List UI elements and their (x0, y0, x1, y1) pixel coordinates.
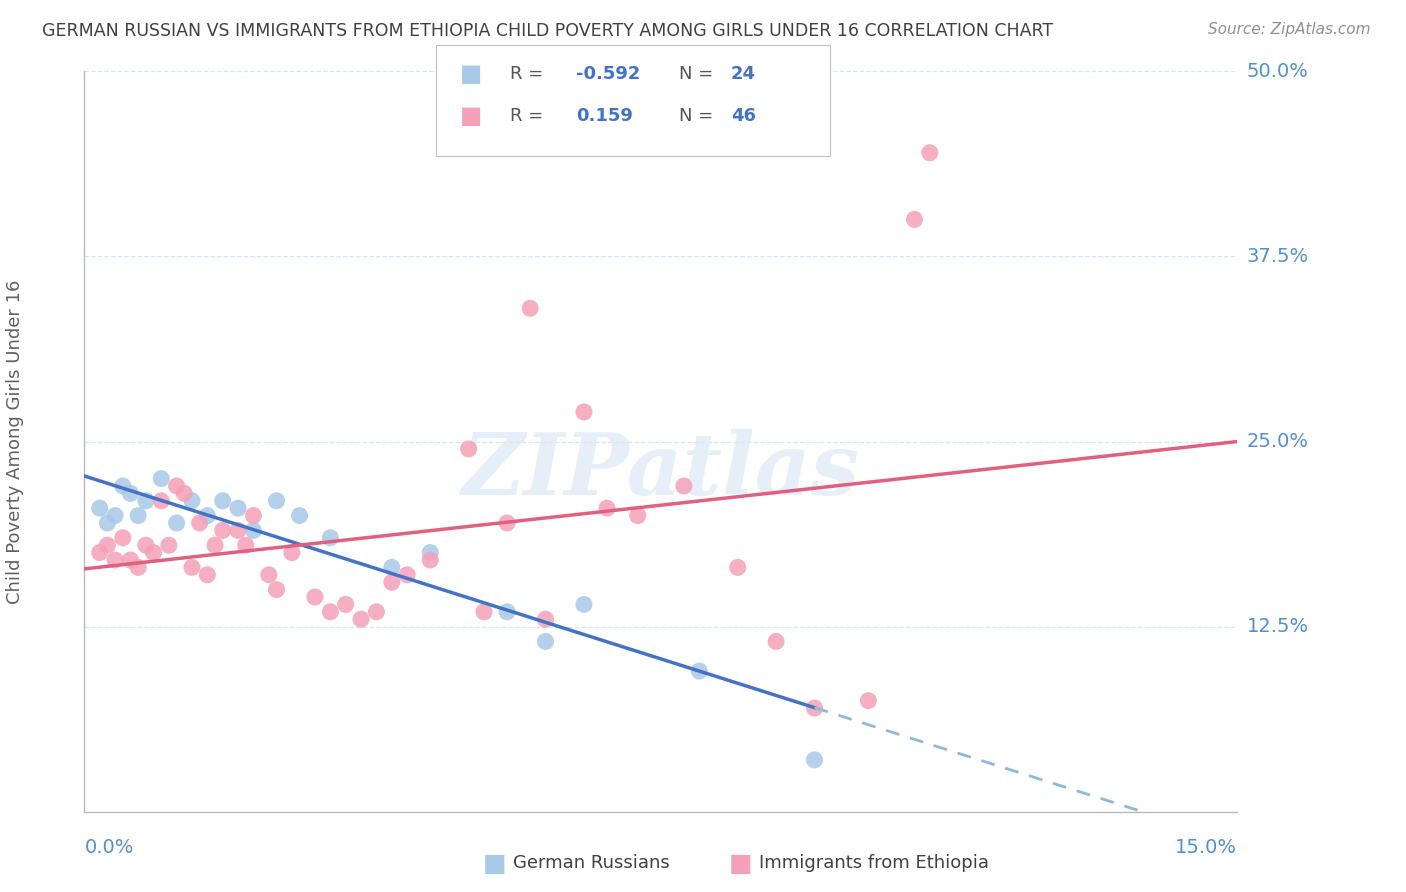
Text: 24: 24 (731, 65, 756, 83)
Text: 37.5%: 37.5% (1247, 247, 1309, 266)
Point (157, 538, 180, 552)
Point (111, 479, 134, 493)
Point (204, 538, 226, 552)
Point (127, 560, 149, 574)
Point (419, 553, 441, 567)
Point (572, 405, 595, 419)
Point (173, 486, 195, 500)
Text: 0.0%: 0.0% (84, 838, 134, 857)
Text: N =: N = (679, 65, 718, 83)
Point (104, 553, 127, 567)
Point (120, 486, 142, 500)
Point (195, 508, 218, 523)
Point (803, 753, 825, 767)
Point (672, 479, 695, 493)
Text: Child Poverty Among Girls Under 16: Child Poverty Among Girls Under 16 (6, 279, 24, 604)
Text: ZIPatlas: ZIPatlas (461, 429, 860, 513)
Point (181, 493, 204, 508)
Point (727, 560, 749, 574)
Point (266, 582, 288, 597)
Point (211, 493, 233, 508)
Text: ■: ■ (460, 104, 482, 128)
Point (211, 524, 233, 538)
Point (242, 524, 264, 538)
Point (803, 701, 825, 715)
Point (111, 531, 134, 545)
Point (150, 493, 173, 508)
Point (903, 212, 925, 227)
Point (534, 612, 557, 626)
Point (242, 508, 264, 523)
Text: 15.0%: 15.0% (1175, 838, 1237, 857)
Text: 50.0%: 50.0% (1247, 62, 1309, 81)
Point (366, 605, 388, 619)
Point (235, 538, 257, 552)
Point (381, 575, 404, 590)
Text: German Russians: German Russians (513, 855, 669, 872)
Point (150, 472, 173, 486)
Text: 25.0%: 25.0% (1247, 432, 1309, 451)
Text: Source: ZipAtlas.com: Source: ZipAtlas.com (1208, 22, 1371, 37)
Point (127, 508, 149, 523)
Text: ■: ■ (460, 62, 482, 86)
Point (472, 605, 495, 619)
Point (89, 501, 111, 516)
Text: R =: R = (510, 107, 550, 125)
Point (765, 634, 787, 648)
Point (381, 560, 404, 574)
Point (226, 524, 249, 538)
Point (335, 598, 357, 612)
Text: ■: ■ (482, 852, 506, 875)
Point (496, 605, 519, 619)
Text: -0.592: -0.592 (576, 65, 641, 83)
Point (266, 493, 288, 508)
Point (166, 479, 188, 493)
Point (304, 590, 326, 604)
Point (195, 567, 218, 582)
Point (104, 508, 127, 523)
Point (519, 301, 541, 316)
Point (534, 634, 557, 648)
Point (226, 501, 249, 516)
Point (120, 553, 142, 567)
Point (627, 508, 650, 523)
Point (858, 694, 880, 708)
Point (457, 442, 479, 456)
Point (96, 538, 118, 552)
Point (288, 508, 311, 523)
Point (350, 612, 373, 626)
Point (572, 598, 595, 612)
Text: Immigrants from Ethiopia: Immigrants from Ethiopia (759, 855, 990, 872)
Point (596, 501, 619, 516)
Text: ■: ■ (728, 852, 752, 875)
Point (419, 546, 441, 560)
Point (496, 516, 519, 530)
Point (135, 493, 157, 508)
Text: 12.5%: 12.5% (1247, 617, 1309, 636)
Point (96, 516, 118, 530)
Point (281, 546, 304, 560)
Text: 0.159: 0.159 (576, 107, 633, 125)
Point (257, 567, 280, 582)
Text: N =: N = (679, 107, 718, 125)
Point (688, 664, 710, 678)
Point (135, 538, 157, 552)
Point (188, 516, 211, 530)
Point (319, 531, 342, 545)
Text: R =: R = (510, 65, 550, 83)
Point (319, 605, 342, 619)
Point (918, 145, 941, 160)
Point (396, 567, 419, 582)
Point (166, 516, 188, 530)
Point (181, 560, 204, 574)
Text: GERMAN RUSSIAN VS IMMIGRANTS FROM ETHIOPIA CHILD POVERTY AMONG GIRLS UNDER 16 CO: GERMAN RUSSIAN VS IMMIGRANTS FROM ETHIOP… (42, 22, 1053, 40)
Point (142, 546, 165, 560)
Point (89, 546, 111, 560)
Text: 46: 46 (731, 107, 756, 125)
